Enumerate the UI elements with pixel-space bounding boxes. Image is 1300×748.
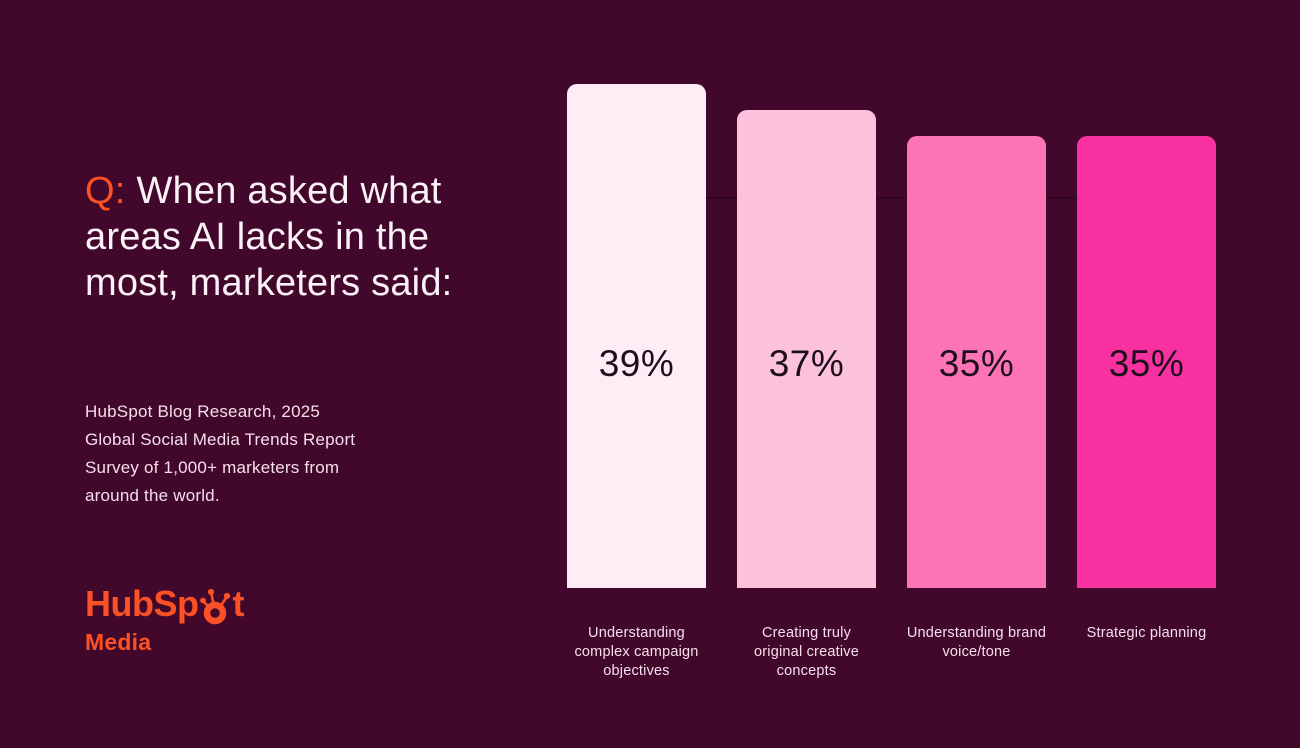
question-line-3: most, marketers said: bbox=[85, 262, 453, 304]
bar-category-label: Understanding complex campaign objective… bbox=[574, 625, 699, 679]
wordmark-end: t bbox=[232, 583, 244, 624]
bar-chart: 39% Understanding complex campaign object… bbox=[567, 0, 1216, 748]
bar bbox=[1077, 136, 1216, 588]
bar-value-label: 35% bbox=[938, 343, 1015, 384]
logo-subbrand: Media bbox=[85, 629, 152, 655]
bar-category-label: Understanding brand voice/tone bbox=[906, 625, 1047, 660]
wordmark-start: HubSp bbox=[85, 583, 199, 624]
hubspot-sprocket-icon bbox=[200, 588, 231, 625]
bar bbox=[567, 84, 706, 588]
chart-gridline bbox=[567, 197, 1216, 199]
bar-value-label: 37% bbox=[768, 343, 845, 384]
question-line-1-text: When asked what bbox=[136, 170, 442, 212]
source-line: HubSpot Blog Research, 2025 bbox=[85, 402, 321, 421]
question-line-1: Q: When asked what bbox=[85, 168, 525, 214]
hubspot-wordmark: HubSp t bbox=[85, 583, 244, 625]
source-line: around the world. bbox=[85, 486, 220, 505]
question-prefix: Q: bbox=[85, 170, 126, 212]
source-line: Global Social Media Trends Report bbox=[85, 430, 356, 449]
source-attribution: HubSpot Blog Research, 2025 Global Socia… bbox=[85, 398, 505, 510]
question-heading: Q: When asked what areas AI lacks in the … bbox=[85, 168, 525, 306]
bar-category-label: Strategic planning bbox=[1086, 625, 1207, 641]
bar-value-label: 35% bbox=[1108, 343, 1185, 384]
bar-value-label: 39% bbox=[598, 343, 675, 384]
bar-category-label: Creating truly original creative concept… bbox=[754, 625, 859, 679]
bar bbox=[907, 136, 1046, 588]
bar bbox=[737, 110, 876, 588]
source-line: Survey of 1,000+ marketers from bbox=[85, 458, 340, 477]
question-line-2: areas AI lacks in the bbox=[85, 216, 430, 258]
hubspot-media-logo: HubSp t Media bbox=[85, 584, 244, 656]
